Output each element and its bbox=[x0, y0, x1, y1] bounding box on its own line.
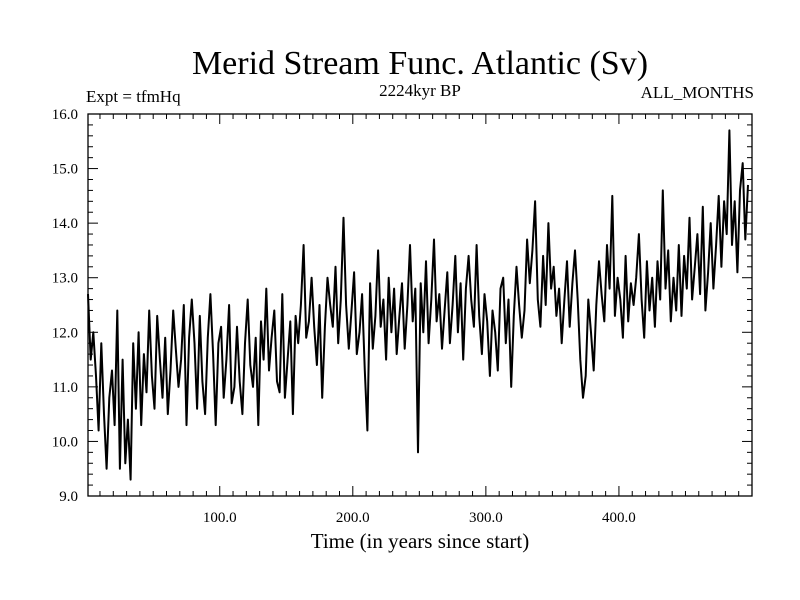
x-tick-label: 100.0 bbox=[203, 510, 237, 526]
x-tick-label: 300.0 bbox=[469, 510, 503, 526]
experiment-label: Expt = tfmHq bbox=[86, 87, 181, 106]
months-label: ALL_MONTHS bbox=[641, 83, 754, 102]
y-tick-label: 16.0 bbox=[52, 107, 78, 123]
period-label: 2224kyr BP bbox=[379, 81, 461, 100]
y-tick-label: 12.0 bbox=[52, 325, 78, 341]
chart-title: Merid Stream Func. Atlantic (Sv) bbox=[192, 45, 648, 82]
x-axis-label: Time (in years since start) bbox=[311, 529, 530, 553]
axis-tick-labels: 100.0 200.0 300.0 400.0 9.0 10.0 11.0 12.0 13.0 1… bbox=[52, 107, 636, 526]
y-tick-label: 13.0 bbox=[52, 271, 78, 287]
x-tick-label: 400.0 bbox=[602, 510, 636, 526]
y-tick-label: 14.0 bbox=[52, 216, 78, 232]
y-tick-label: 15.0 bbox=[52, 162, 78, 178]
y-tick-label: 10.0 bbox=[52, 434, 78, 450]
y-tick-label: 9.0 bbox=[59, 489, 78, 505]
y-tick-label: 11.0 bbox=[52, 380, 78, 396]
data-series-line bbox=[87, 129, 749, 481]
x-tick-label: 200.0 bbox=[336, 510, 370, 526]
